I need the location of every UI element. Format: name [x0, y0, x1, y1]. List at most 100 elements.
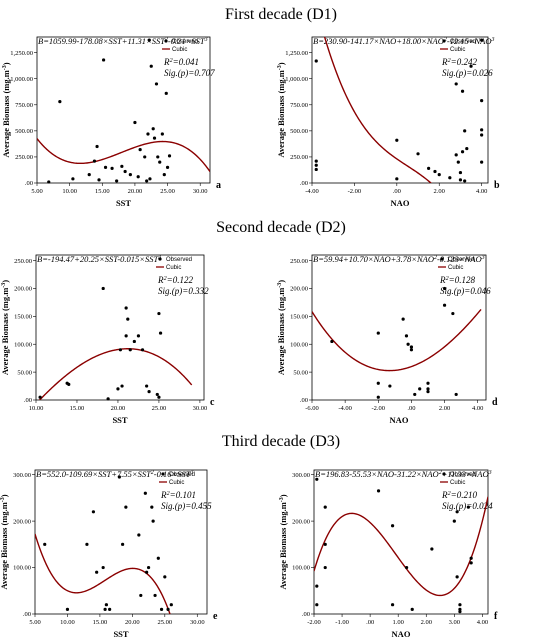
observed-point: [143, 491, 147, 495]
panel-letter: b: [494, 180, 500, 191]
observed-point: [118, 348, 123, 352]
legend-observed-label: Observed: [169, 472, 195, 478]
panel-letter: e: [213, 611, 218, 622]
legend-observed-label: Observed: [166, 257, 192, 263]
observed-point: [314, 167, 318, 172]
y-tick-label: .00: [302, 611, 310, 618]
legend-cubic-label: Cubic: [166, 265, 181, 271]
observed-point: [458, 178, 463, 182]
x-tick-label: 3.00: [449, 619, 460, 626]
x-tick-label: .00: [393, 188, 401, 195]
panel-letter: c: [210, 397, 215, 408]
observed-point: [133, 120, 137, 125]
observed-point: [169, 603, 173, 607]
plot-frame: [36, 36, 211, 184]
observed-point: [97, 178, 101, 182]
observed-point: [323, 565, 327, 570]
observed-point: [124, 505, 128, 509]
x-axis-label: NAO: [392, 629, 411, 639]
x-tick-label: 1.00: [393, 619, 404, 626]
observed-point: [166, 607, 170, 611]
x-tick-label: 4.00: [477, 619, 488, 626]
observed-point: [85, 542, 89, 546]
observed-point: [452, 519, 456, 523]
observed-point: [95, 144, 99, 149]
x-axis-label: SST: [112, 415, 127, 425]
x-tick-label: -2.00: [348, 188, 362, 195]
observed-point: [406, 342, 410, 346]
x-tick-label: 4.00: [476, 188, 487, 195]
observed-point: [163, 575, 167, 579]
observed-point: [147, 390, 151, 394]
observed-point: [148, 177, 152, 181]
observed-point: [426, 390, 430, 394]
observed-point: [58, 100, 62, 104]
y-tick-label: 200.00: [290, 286, 308, 293]
plot-frame: [34, 469, 208, 615]
y-tick-label: 1,250.00: [10, 50, 33, 57]
r-squared-text: R2=0.242: [441, 57, 477, 68]
observed-point: [145, 384, 149, 388]
panels-group: .00 250.00 500.00 750.00 1,000.00 1,250.00 5.0…: [0, 36, 500, 639]
equation-text: B=196.83-55.53×NAO-31.22×NAO2+11.33×NAO3: [315, 469, 492, 479]
observed-point: [463, 179, 467, 183]
panel-letter: d: [492, 397, 498, 408]
y-tick-label: 100.00: [292, 565, 310, 572]
x-tick-label: 10.00: [60, 619, 75, 626]
legend-observed-marker: [158, 257, 162, 261]
y-tick-label: 250.00: [15, 154, 33, 161]
observed-point: [157, 311, 161, 316]
observed-point: [330, 339, 334, 344]
y-tick-label: 150.00: [290, 314, 308, 321]
observed-point: [454, 82, 458, 86]
y-tick-label: 150.00: [14, 314, 32, 321]
observed-point: [91, 510, 96, 514]
significance-text: Sig.(p)=0.046: [440, 286, 491, 296]
observed-point: [117, 475, 121, 479]
observed-point: [455, 575, 459, 579]
equation-text: B=59.94+10.70×NAO+3.78×NAO2-0.123×NAO3: [313, 254, 485, 264]
observed-point: [314, 159, 318, 163]
panel-b: .00 250.00 500.00 750.00 1,000.00 1,250.00 -4.…: [276, 36, 500, 208]
observed-point: [410, 607, 414, 611]
legend-cubic-label: Cubic: [450, 47, 465, 53]
x-tick-label: -4.00: [338, 405, 352, 412]
x-axis-label: SST: [113, 629, 128, 639]
observed-point: [120, 164, 124, 168]
observed-point: [132, 339, 136, 344]
decade-title-d1: First decade (D1): [225, 6, 337, 23]
observed-point: [376, 381, 380, 385]
observed-point: [480, 99, 484, 103]
observed-point: [101, 58, 106, 62]
y-tick-label: 250.00: [290, 154, 308, 161]
x-tick-label: 15.00: [95, 188, 110, 195]
observed-point: [128, 173, 132, 177]
observed-point: [442, 286, 447, 291]
observed-point: [395, 177, 399, 181]
observed-point: [158, 160, 162, 164]
panel-a: .00 250.00 500.00 750.00 1,000.00 1,250.00 5.0…: [1, 36, 221, 208]
x-tick-label: -1.00: [335, 619, 349, 626]
observed-point: [413, 392, 417, 397]
observed-point: [426, 381, 430, 385]
y-tick-label: 300.00: [292, 472, 310, 479]
x-tick-label: .00: [366, 619, 374, 626]
y-tick-label: 250.00: [290, 258, 308, 265]
legend-cubic-label: Cubic: [450, 480, 465, 486]
y-tick-label: 750.00: [15, 102, 33, 109]
observed-point: [146, 132, 150, 136]
observed-point: [137, 533, 141, 537]
observed-point: [469, 556, 473, 560]
y-tick-label: 500.00: [15, 128, 33, 135]
legend-observed-label: Observed: [172, 39, 198, 45]
observed-point: [106, 397, 110, 401]
observed-point: [437, 173, 441, 177]
y-tick-label: 1,000.00: [10, 76, 33, 83]
observed-point: [315, 603, 319, 607]
observed-point: [116, 387, 120, 391]
x-axis-label: NAO: [390, 415, 409, 425]
panel-f: .00 100.00 200.00 300.00 -2.00 -1.00 .00 1.00 2.…: [278, 469, 498, 639]
cubic-fit-curve: [314, 496, 488, 597]
observed-point: [416, 152, 420, 156]
legend-observed-marker: [442, 39, 446, 43]
